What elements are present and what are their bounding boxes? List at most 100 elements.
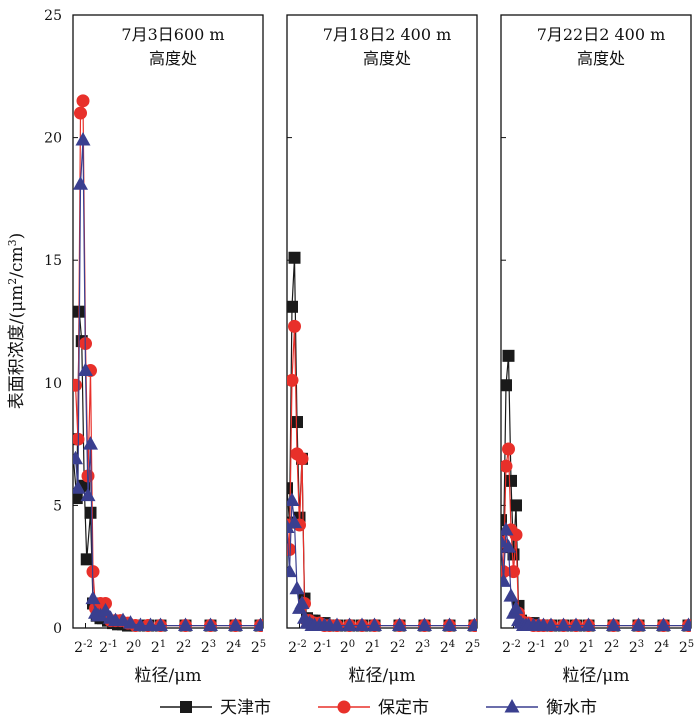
data-point-triangle <box>287 492 300 506</box>
x-tick-label: 2-1 <box>313 639 332 657</box>
data-point-triangle <box>73 176 88 190</box>
x-tick-base: 2 <box>201 640 210 656</box>
panel-subtitle: 高度处 <box>577 49 625 68</box>
data-point-square <box>288 251 301 264</box>
x-tick-base: 2 <box>251 640 260 656</box>
x-tick-label: 2-1 <box>527 639 546 657</box>
y-axis-label: 表面积浓度/(μm2/cm3) <box>6 233 28 410</box>
data-point-triangle <box>253 617 263 632</box>
y-axis-label-part: /cm <box>7 246 27 277</box>
x-tick-label: 2-2 <box>502 639 521 657</box>
y-tick-label: 20 <box>44 131 62 147</box>
data-point-triangle <box>354 617 370 632</box>
x-tick-label: 2-2 <box>288 639 307 657</box>
data-point-triangle <box>85 590 101 605</box>
x-tick-label: 25 <box>465 639 480 657</box>
data-point-circle <box>287 373 299 387</box>
x-tick-exponent: 5 <box>260 639 266 650</box>
panel-title: 7月22日2 400 m <box>537 25 666 44</box>
data-point-square <box>291 416 303 429</box>
data-point-triangle <box>606 617 621 632</box>
x-axis-label: 粒径/μm <box>349 666 416 686</box>
x-tick-exponent: -1 <box>536 639 546 650</box>
data-point-triangle <box>503 588 519 602</box>
data-point-triangle <box>75 132 91 146</box>
x-tick-label: 22 <box>390 639 405 657</box>
data-point-circle <box>502 442 515 456</box>
data-point-triangle <box>289 580 305 595</box>
x-tick-label: 23 <box>415 639 430 657</box>
legend-marker-triangle <box>504 699 520 713</box>
x-tick-label: 21 <box>579 639 594 657</box>
x-tick-exponent: -2 <box>511 639 521 650</box>
x-tick-label: 2-1 <box>99 639 118 657</box>
y-axis-title: 表面积浓度/(μm2/cm3) <box>6 233 28 410</box>
data-point-circle <box>74 106 87 120</box>
data-point-triangle <box>342 617 357 632</box>
x-tick-label: 21 <box>365 639 380 657</box>
x-tick-label: 23 <box>201 639 216 657</box>
y-tick-label: 0 <box>53 621 62 637</box>
data-point-triangle <box>467 617 477 632</box>
data-point-triangle <box>501 539 516 553</box>
x-tick-label: 22 <box>176 639 191 657</box>
x-tick-exponent: -2 <box>297 639 307 650</box>
y-tick-label: 5 <box>53 498 62 514</box>
legend-marker-square <box>180 701 192 713</box>
series-line-square <box>501 355 689 627</box>
x-tick-exponent: -2 <box>83 639 93 650</box>
panel-subtitle: 高度处 <box>149 49 197 68</box>
legend-item: 天津市 <box>160 698 271 718</box>
panel-series <box>501 349 691 633</box>
x-tick-exponent: 1 <box>160 639 166 650</box>
y-axis-label-part: ) <box>7 233 27 240</box>
x-tick-base: 2 <box>440 640 449 656</box>
x-tick-exponent: 1 <box>588 639 594 650</box>
data-point-square <box>84 506 97 519</box>
legend-item: 衡水市 <box>486 698 597 718</box>
x-tick-base: 2 <box>579 640 588 656</box>
data-point-square <box>501 379 512 392</box>
x-tick-exponent: -1 <box>322 639 332 650</box>
data-point-circle <box>288 319 301 333</box>
x-axis-label: 粒径/μm <box>135 666 202 686</box>
panel-title: 7月3日600 m <box>121 25 224 44</box>
x-tick-label: 2-2 <box>74 639 93 657</box>
data-point-triangle <box>228 617 243 632</box>
data-point-triangle <box>329 617 345 632</box>
x-axis-label: 粒径/μm <box>563 666 630 686</box>
series-line-triangle <box>501 529 689 627</box>
data-point-triangle <box>681 617 691 632</box>
series-line-triangle <box>287 500 475 627</box>
panel-frame <box>500 14 692 629</box>
x-tick-base: 2 <box>365 640 374 656</box>
panel-title: 7月18日2 400 m <box>323 25 452 44</box>
data-point-triangle <box>78 362 93 377</box>
data-point-triangle <box>556 617 571 632</box>
legend-label: 保定市 <box>378 698 429 718</box>
x-tick-label: 20 <box>126 639 141 657</box>
data-point-triangle <box>501 521 514 536</box>
x-tick-base: 2 <box>629 640 638 656</box>
data-point-triangle <box>73 450 83 465</box>
data-point-circle <box>76 94 90 108</box>
x-tick-base: 2 <box>554 640 563 656</box>
data-point-circle <box>501 459 513 473</box>
data-point-triangle <box>80 487 96 502</box>
y-axis-label-part: 表面积浓度/(μm <box>7 285 27 410</box>
x-tick-base: 2 <box>313 640 322 656</box>
data-point-triangle <box>73 480 86 494</box>
data-point-square <box>287 482 293 495</box>
x-tick-exponent: 3 <box>424 639 430 650</box>
x-tick-exponent: 2 <box>185 639 191 650</box>
data-point-square <box>287 300 298 313</box>
data-point-triangle <box>442 617 457 632</box>
legend-item: 保定市 <box>318 698 429 718</box>
x-tick-label: 24 <box>654 639 669 657</box>
x-tick-exponent: 0 <box>135 639 141 650</box>
data-point-triangle <box>631 617 646 632</box>
